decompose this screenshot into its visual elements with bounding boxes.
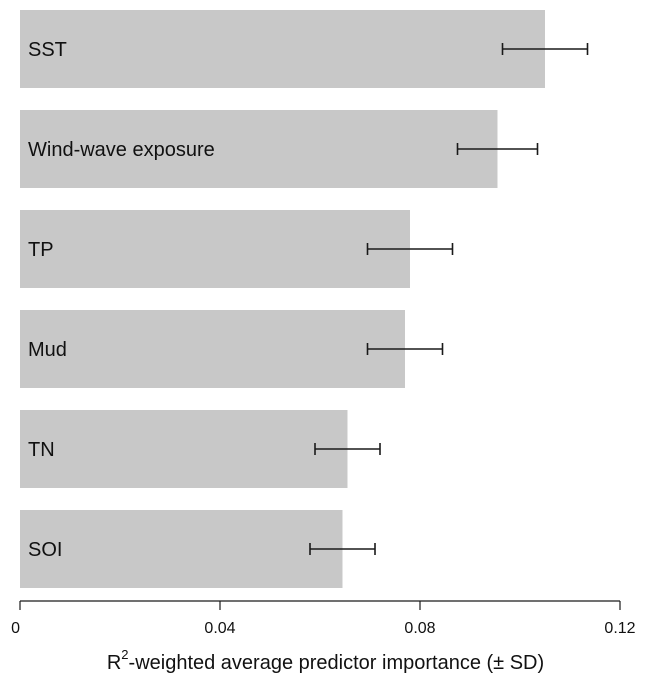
error-bar-wind-wave-exposure bbox=[456, 143, 539, 155]
error-bar-soi bbox=[309, 543, 376, 555]
bar-label-wind-wave-exposure: Wind-wave exposure bbox=[28, 139, 215, 161]
x-ticks-layer: 0 0.04 0.08 0.12 bbox=[11, 601, 636, 637]
x-axis-title-superscript: 2 bbox=[121, 647, 129, 663]
x-axis-title-prefix: R bbox=[106, 652, 122, 674]
x-tick-label: 0.08 bbox=[404, 620, 435, 637]
x-tick-label: 0.12 bbox=[604, 620, 635, 637]
error-bar-tp bbox=[366, 243, 454, 255]
bars-layer bbox=[20, 10, 545, 588]
bar-label-tn: TN bbox=[28, 439, 55, 461]
bar-label-mud: Mud bbox=[28, 339, 67, 361]
x-tick-label: 0 bbox=[11, 620, 20, 637]
error-bars-layer bbox=[309, 43, 589, 555]
bar-mud bbox=[20, 310, 405, 388]
bar-label-sst: SST bbox=[28, 39, 67, 61]
bar-labels-layer: SST Wind-wave exposure TP Mud TN SOI bbox=[28, 39, 215, 561]
bar-tn bbox=[20, 410, 348, 488]
bar-tp bbox=[20, 210, 410, 288]
error-bar-tn bbox=[314, 443, 381, 455]
bar-soi bbox=[20, 510, 343, 588]
bar-wind-wave-exposure bbox=[20, 110, 498, 188]
error-bar-sst bbox=[501, 43, 589, 55]
error-bar-mud bbox=[366, 343, 444, 355]
bar-label-tp: TP bbox=[28, 239, 54, 261]
bar-label-soi: SOI bbox=[28, 539, 62, 561]
x-axis-title-suffix: -weighted average predictor importance (… bbox=[128, 652, 545, 674]
x-tick-label: 0.04 bbox=[204, 620, 235, 637]
bar-sst bbox=[20, 10, 545, 88]
x-axis-title: R2-weighted average predictor importance… bbox=[0, 648, 651, 675]
